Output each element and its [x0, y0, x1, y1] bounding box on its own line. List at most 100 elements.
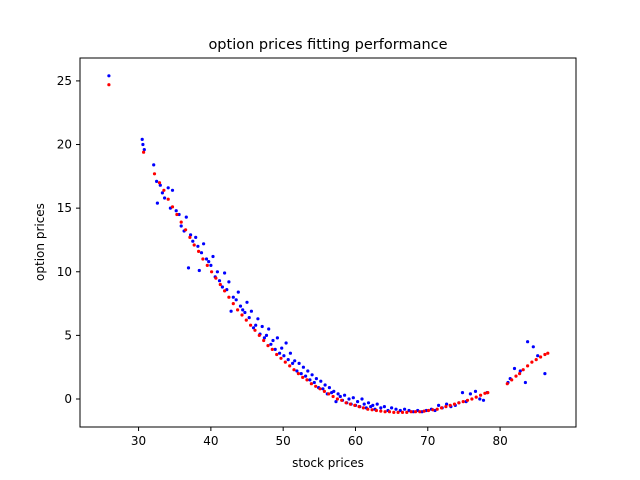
observed-point	[177, 212, 181, 217]
fitted-point	[240, 313, 244, 317]
observed-point	[288, 351, 292, 355]
fitted-point	[435, 407, 439, 411]
observed-point	[174, 209, 178, 213]
fitted-point	[262, 338, 266, 343]
x-axis-label: stock prices	[292, 456, 364, 470]
observed-point	[158, 183, 162, 187]
fitted-point	[418, 410, 422, 414]
observed-point	[512, 366, 517, 371]
observed-point	[254, 323, 258, 327]
observed-point	[371, 403, 375, 407]
observed-point	[204, 257, 209, 261]
fitted-point	[465, 398, 470, 402]
fitted-point	[175, 212, 179, 217]
observed-point	[256, 317, 260, 321]
observed-point	[312, 380, 316, 385]
x-tick-label: 30	[131, 434, 146, 448]
fitted-point	[210, 270, 214, 274]
y-axis-label: option prices	[33, 203, 47, 281]
fitted-point	[301, 375, 305, 379]
fitted-point	[322, 389, 326, 393]
fitted-point	[244, 318, 248, 322]
observed-point	[199, 251, 204, 255]
fitted-point	[340, 398, 344, 402]
observed-point	[314, 377, 318, 381]
fitted-point	[288, 364, 292, 368]
observed-point	[238, 304, 243, 308]
fitted-point	[327, 392, 331, 396]
fitted-point	[413, 410, 418, 414]
observed-point	[271, 338, 275, 343]
fitted-point	[205, 263, 209, 267]
y-tick-label: 10	[57, 265, 72, 279]
observed-point	[297, 361, 301, 365]
observed-point	[243, 310, 247, 315]
observed-point	[215, 270, 219, 274]
fitted-point	[396, 410, 400, 414]
observed-point	[107, 74, 111, 78]
observed-point	[267, 327, 271, 331]
x-tick-label: 50	[276, 434, 291, 448]
x-tick-label: 70	[420, 434, 435, 448]
fitted-point	[227, 295, 231, 299]
y-tick-label: 0	[64, 392, 72, 406]
fitted-point	[223, 289, 227, 293]
fitted-point	[344, 401, 348, 405]
observed-point	[260, 324, 264, 329]
fitted-point	[448, 403, 452, 407]
observed-point	[249, 309, 253, 313]
fitted-point	[546, 351, 550, 355]
fitted-point	[152, 172, 157, 176]
fitted-point	[539, 355, 543, 359]
observed-point	[247, 316, 251, 320]
observed-point	[366, 401, 371, 405]
fitted-point	[107, 83, 111, 87]
fitted-point	[179, 220, 183, 224]
observed-point	[526, 340, 530, 344]
fitted-point	[387, 410, 392, 414]
fitted-point	[505, 382, 509, 386]
observed-point	[362, 402, 366, 406]
observed-point	[166, 186, 170, 190]
fitted-point	[400, 410, 405, 414]
observed-point	[375, 402, 379, 406]
fitted-point	[231, 302, 235, 306]
observed-point	[390, 406, 394, 410]
x-tick-label: 60	[348, 434, 363, 448]
fitted-point	[257, 333, 261, 337]
fitted-point	[214, 276, 218, 280]
fitted-point	[530, 360, 534, 364]
observed-point	[531, 345, 535, 349]
observed-point	[543, 372, 547, 376]
observed-point	[437, 403, 441, 407]
fitted-point	[444, 405, 448, 409]
observed-point	[411, 410, 415, 414]
observed-point	[223, 271, 227, 275]
fitted-point	[392, 410, 396, 414]
fitted-point	[292, 368, 296, 372]
x-tick-label: 40	[203, 434, 218, 448]
observed-point	[394, 407, 398, 411]
fitted-point	[335, 397, 339, 401]
observed-point	[275, 336, 279, 340]
fitted-point	[543, 352, 547, 357]
observed-point	[518, 369, 522, 373]
observed-point	[282, 354, 286, 358]
fitted-point	[452, 402, 457, 406]
observed-point	[264, 333, 269, 337]
fitted-point	[275, 352, 279, 357]
fitted-point	[253, 328, 257, 332]
observed-point	[293, 359, 297, 363]
fitted-point	[483, 391, 487, 395]
fitted-point	[249, 323, 253, 327]
observed-point	[338, 394, 342, 399]
observed-point	[536, 354, 540, 358]
observed-point	[186, 266, 191, 270]
observed-point	[321, 387, 325, 391]
observed-point	[155, 201, 159, 205]
observed-point	[478, 397, 482, 401]
observed-point	[327, 386, 331, 390]
fitted-point	[457, 401, 461, 405]
observed-point	[323, 383, 327, 387]
